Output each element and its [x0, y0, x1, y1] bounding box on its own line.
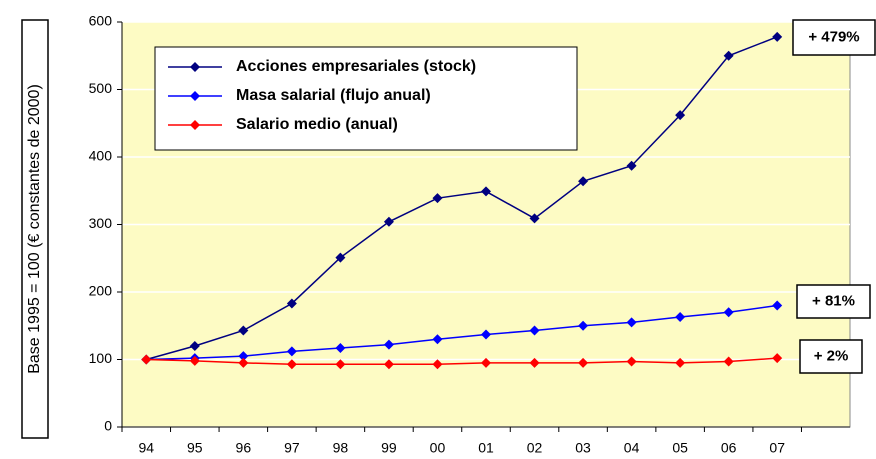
- y-label-box: [21, 19, 49, 439]
- point: [432, 193, 443, 204]
- point: [335, 359, 346, 370]
- point: [772, 31, 783, 42]
- point: [675, 110, 686, 121]
- point: [238, 351, 249, 362]
- point: [723, 307, 734, 318]
- y-axis-label: Base 1995 = 100 (€ constantes de 2000): [26, 84, 43, 374]
- point: [383, 359, 394, 370]
- point: [481, 329, 491, 340]
- legend-label: Salario medio (anual): [236, 116, 398, 133]
- point: [626, 317, 637, 328]
- legend-marker: [190, 62, 200, 72]
- y-tick-label: 400: [89, 148, 113, 164]
- legend: [154, 46, 578, 151]
- x-tick-label: 97: [284, 440, 300, 456]
- point: [141, 354, 152, 365]
- point: [578, 320, 589, 331]
- point: [335, 343, 346, 354]
- y-tick-label: 300: [89, 215, 113, 231]
- point: [286, 298, 297, 309]
- point: [481, 357, 491, 368]
- annotation-box: [792, 19, 876, 56]
- series-line: [146, 304, 778, 361]
- point: [529, 325, 540, 336]
- point: [675, 357, 686, 368]
- point: [238, 325, 249, 336]
- x-tick-label: 03: [575, 440, 591, 456]
- annotation: + 81%: [812, 292, 855, 309]
- point: [578, 357, 589, 368]
- x-tick-label: 99: [381, 440, 397, 456]
- annotation-box: [796, 284, 871, 319]
- annotation: + 479%: [808, 28, 859, 45]
- point: [723, 356, 734, 367]
- point: [238, 357, 249, 368]
- point: [675, 311, 686, 322]
- annotation: + 2%: [814, 347, 849, 364]
- x-tick-label: 06: [721, 440, 737, 456]
- point: [432, 334, 443, 345]
- point: [189, 355, 200, 366]
- x-tick-label: 00: [430, 440, 446, 456]
- x-tick-label: 95: [187, 440, 203, 456]
- series-line: [146, 357, 778, 365]
- point: [383, 339, 394, 350]
- point: [432, 359, 443, 370]
- point: [772, 300, 783, 311]
- point: [286, 359, 297, 370]
- point: [578, 176, 589, 187]
- legend-label: Masa salarial (flujo anual): [236, 87, 431, 104]
- x-tick-label: 94: [138, 440, 154, 456]
- y-tick-label: 100: [89, 350, 113, 366]
- x-tick-label: 02: [527, 440, 543, 456]
- point: [286, 346, 297, 357]
- point: [723, 50, 734, 61]
- x-tick-label: 07: [769, 440, 785, 456]
- y-tick-label: 500: [89, 80, 113, 96]
- point: [335, 252, 346, 263]
- x-tick-label: 96: [236, 440, 252, 456]
- point: [383, 216, 394, 227]
- y-tick-label: 0: [104, 418, 112, 434]
- y-tick-label: 200: [89, 283, 113, 299]
- y-tick-label: 600: [89, 13, 113, 29]
- annotation-box: [799, 339, 863, 374]
- x-tick-label: 05: [672, 440, 688, 456]
- x-tick-label: 04: [624, 440, 640, 456]
- x-tick-label: 98: [333, 440, 349, 456]
- point: [189, 341, 200, 351]
- point: [626, 160, 637, 171]
- series-line: [146, 36, 778, 361]
- legend-label: Acciones empresariales (stock): [236, 58, 476, 75]
- point: [529, 213, 540, 224]
- point: [626, 356, 637, 367]
- point: [772, 353, 783, 364]
- legend-marker: [190, 120, 200, 130]
- point: [529, 357, 540, 368]
- point: [481, 186, 491, 197]
- x-tick-label: 01: [478, 440, 494, 456]
- legend-marker: [190, 91, 200, 101]
